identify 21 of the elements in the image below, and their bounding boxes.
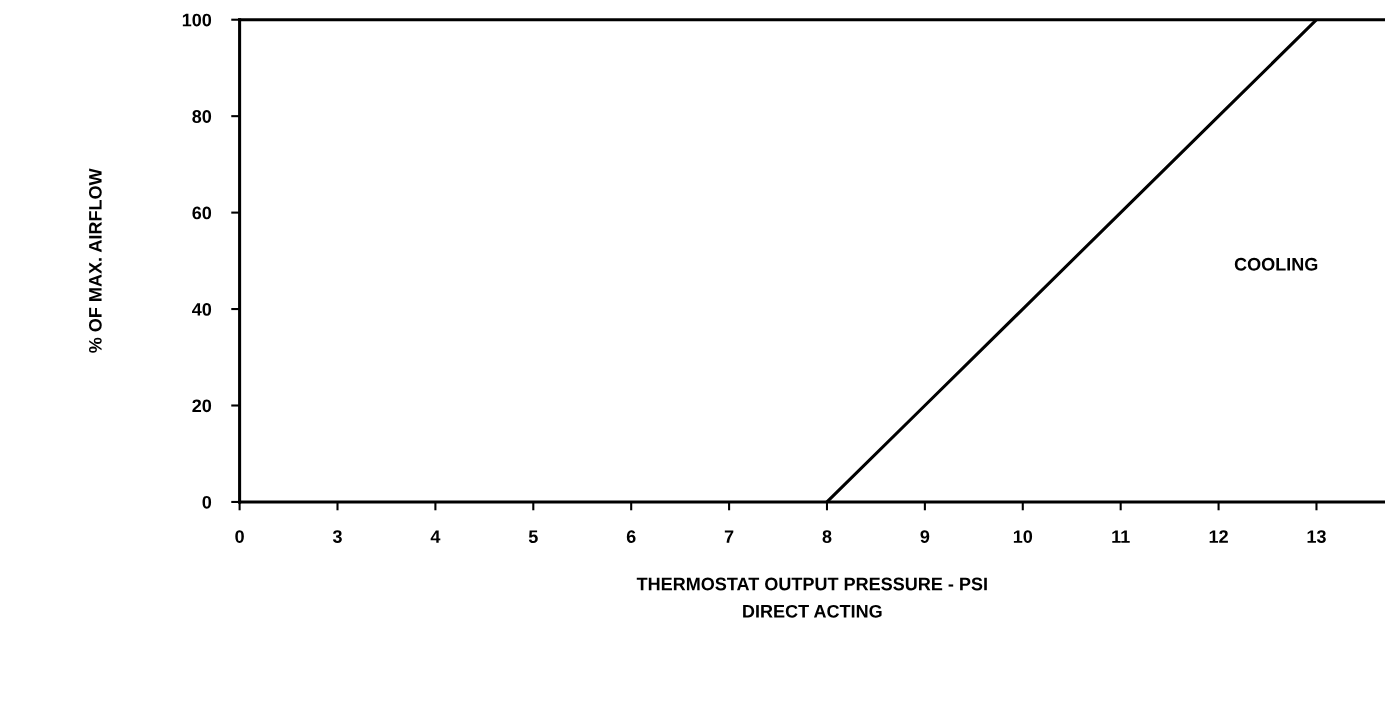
x-tick-label: 12 bbox=[1209, 530, 1228, 543]
y-tick-label: 100 bbox=[182, 13, 212, 27]
x-tick-label: 5 bbox=[528, 530, 538, 543]
y-axis-title: % OF MAX. AIRFLOW bbox=[88, 168, 102, 353]
x-tick-label: 7 bbox=[724, 530, 734, 543]
y-tick-label: 40 bbox=[192, 302, 212, 316]
x-tick-label: 13 bbox=[1307, 530, 1326, 544]
x-axis-title: THERMOSTAT OUTPUT PRESSURE - PSI DIRECT ACTING bbox=[636, 577, 987, 618]
y-tick-label: 80 bbox=[192, 110, 212, 123]
x-tick-label: 11 bbox=[1112, 530, 1130, 543]
x-tick-label: 6 bbox=[626, 530, 636, 543]
y-tick-label: 60 bbox=[192, 206, 212, 220]
x-tick-label: 0 bbox=[235, 530, 244, 543]
x-tick-label: 10 bbox=[1013, 530, 1033, 543]
y-tick-label: 0 bbox=[202, 495, 212, 509]
x-tick-label: 3 bbox=[332, 530, 342, 544]
x-tick-label: 8 bbox=[822, 530, 832, 543]
y-tick-label: 20 bbox=[192, 399, 212, 413]
x-tick-label: 4 bbox=[430, 530, 441, 543]
x-tick-label: 9 bbox=[920, 530, 930, 543]
annotation: COOLING bbox=[1234, 257, 1318, 271]
